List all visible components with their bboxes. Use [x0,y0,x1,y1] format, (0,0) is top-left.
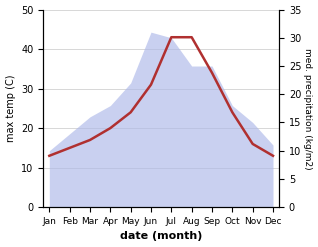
Y-axis label: med. precipitation (kg/m2): med. precipitation (kg/m2) [303,48,313,169]
X-axis label: date (month): date (month) [120,231,202,242]
Y-axis label: max temp (C): max temp (C) [5,75,16,142]
